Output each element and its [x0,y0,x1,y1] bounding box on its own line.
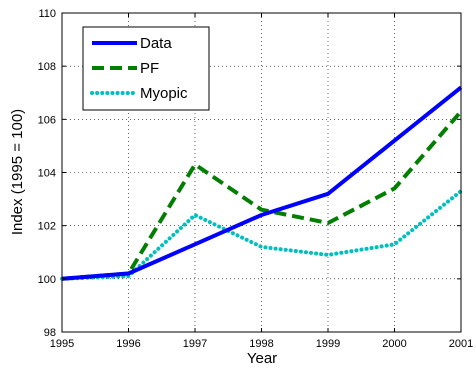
x-tick-label: 1998 [249,338,273,350]
y-tick-label: 110 [38,8,56,20]
x-axis-label: Year [247,350,277,367]
legend-label-data: Data [140,35,172,52]
axis-ticks: 1995 1996 1997 1998 1999 2000 2001 98 100 102 104 1… [38,8,474,350]
x-tick-label: 1999 [316,338,340,350]
x-tick-label: 1995 [50,338,74,350]
y-tick-label: 108 [38,61,56,73]
legend-label-myopic: Myopic [140,85,188,102]
grid-lines [62,13,461,332]
series-line-pf [61,110,463,281]
legend-label-pf: PF [140,60,159,77]
y-tick-label: 102 [38,221,56,233]
y-tick-label: 100 [38,274,56,286]
x-tick-label: 2000 [382,338,406,350]
y-tick-label: 106 [38,114,56,126]
legend: Data PF Myopic [82,26,210,111]
series-line-data [61,85,463,281]
x-tick-label: 2001 [449,338,473,350]
x-tick-label: 1996 [116,338,140,350]
y-axis-label: Index (1995 = 100) [9,109,26,235]
series-line-myopic [60,189,463,281]
x-tick-label: 1997 [183,338,207,350]
y-tick-label: 104 [38,168,56,180]
series-lines [60,85,463,281]
y-tick-label: 98 [44,327,56,339]
